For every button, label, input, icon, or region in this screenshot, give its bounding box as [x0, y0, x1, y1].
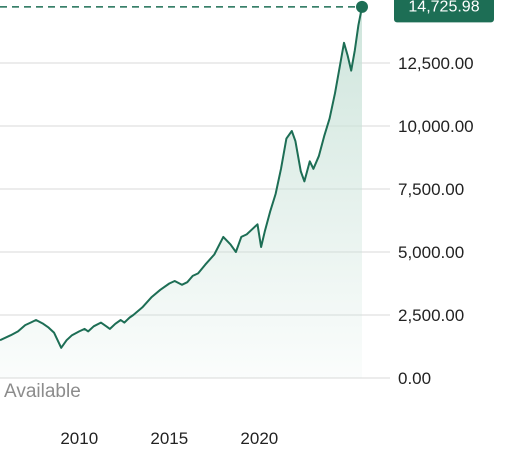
- last-value-badge-background: [394, 0, 494, 23]
- x-tick-label: 2010: [60, 429, 98, 448]
- x-tick-label: 2020: [240, 429, 278, 448]
- y-tick-label: 7,500.00: [398, 180, 464, 199]
- available-label: Available: [4, 381, 81, 402]
- y-tick-label: 2,500.00: [398, 306, 464, 325]
- area-fill: [0, 6, 362, 379]
- y-tick-label: 5,000.00: [398, 243, 464, 262]
- last-value-badge-label: 14,725.98: [408, 0, 479, 15]
- y-tick-label: 0.00: [398, 369, 431, 388]
- y-tick-label: 12,500.00: [398, 54, 474, 73]
- x-tick-label: 2015: [150, 429, 188, 448]
- price-line: [0, 6, 363, 349]
- last-value-marker[interactable]: [356, 0, 368, 13]
- x-axis-tick-labels: 2010 2015 2020: [60, 429, 278, 448]
- y-axis-tick-labels: 0.00 2,500.00 5,000.00 7,500.00 10,000.00 12,…: [398, 54, 474, 388]
- y-tick-label: 10,000.00: [398, 117, 474, 136]
- last-value-badge: 14,725.98: [394, 0, 494, 23]
